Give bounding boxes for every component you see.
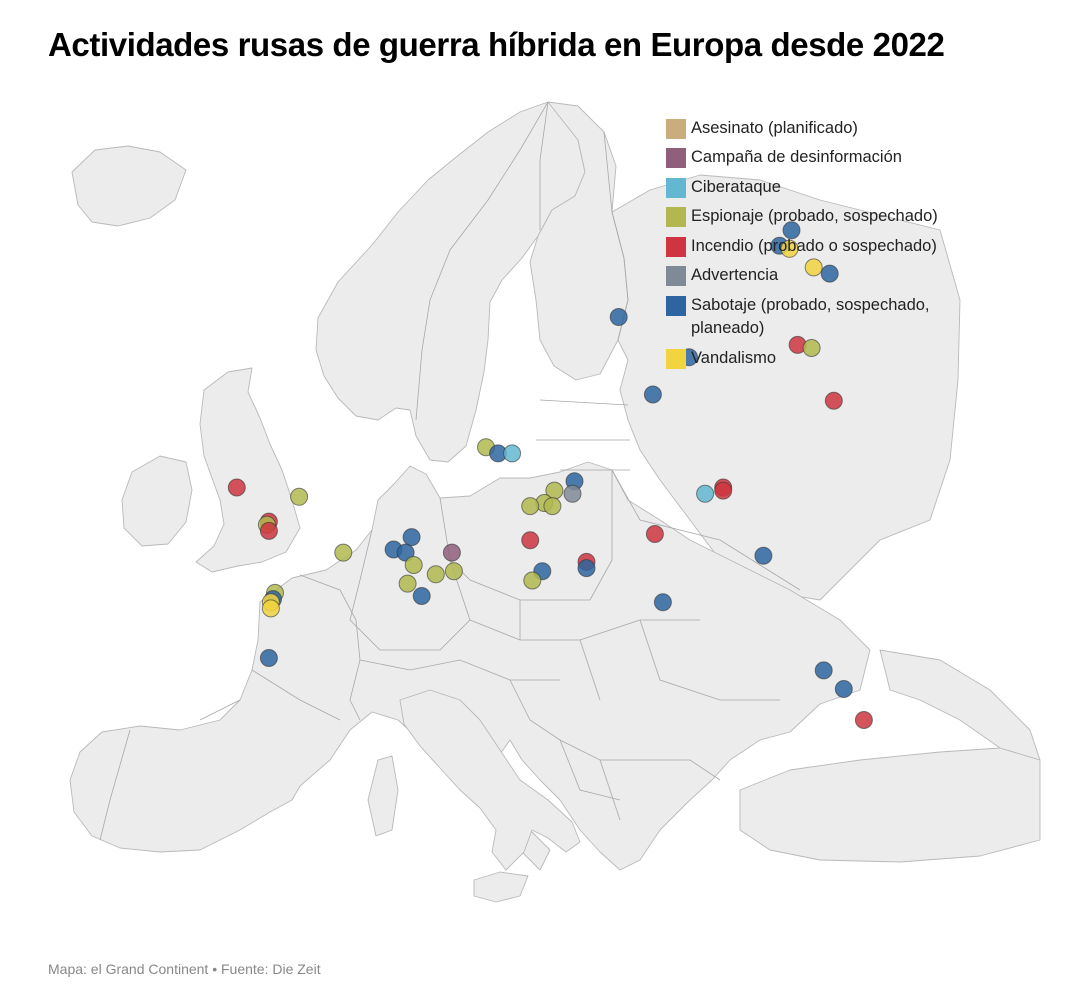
event-marker-sabotaje bbox=[814, 661, 833, 680]
border-central bbox=[469, 600, 780, 701]
sicily bbox=[473, 871, 529, 903]
event-marker-sabotaje bbox=[834, 680, 853, 698]
event-marker-sabotaje bbox=[402, 528, 421, 547]
legend-swatch bbox=[666, 295, 686, 316]
legend-swatch bbox=[666, 119, 686, 139]
event-marker-desinformacion bbox=[442, 543, 461, 562]
event-marker-incendio bbox=[645, 525, 664, 543]
event-marker-vandalismo bbox=[804, 258, 823, 277]
page-title: Actividades rusas de guerra híbrida en E… bbox=[48, 26, 945, 63]
caucasus bbox=[879, 649, 1041, 761]
event-marker-incendio bbox=[824, 391, 843, 410]
event-marker-sabotaje bbox=[782, 221, 801, 240]
event-marker-espionaje bbox=[543, 497, 562, 516]
event-marker-vandalismo bbox=[261, 599, 280, 618]
legend-swatch bbox=[666, 177, 686, 198]
event-marker-incendio bbox=[259, 521, 278, 540]
legend-label: Advertencia bbox=[691, 266, 779, 285]
event-marker-espionaje bbox=[802, 339, 821, 357]
event-marker-incendio bbox=[714, 481, 733, 500]
event-marker-ciberataque bbox=[696, 484, 715, 503]
event-marker-incendio bbox=[227, 478, 246, 497]
country-borders bbox=[99, 101, 801, 841]
legend-swatch bbox=[666, 236, 686, 257]
event-marker-sabotaje bbox=[259, 649, 278, 667]
event-marker-espionaje bbox=[521, 497, 540, 516]
border-france bbox=[251, 574, 361, 721]
legend-item-advertencia: Advertencia bbox=[666, 264, 986, 288]
event-marker-espionaje bbox=[426, 565, 445, 584]
border-norway-sweden bbox=[415, 101, 549, 421]
border-belarus-ukraine bbox=[611, 469, 801, 591]
source-credit: Mapa: el Grand Continent • Fuente: Die Z… bbox=[48, 961, 321, 977]
event-marker-incendio bbox=[854, 711, 873, 729]
great-britain bbox=[195, 367, 301, 573]
continental-europe bbox=[69, 461, 871, 871]
legend-item-espionaje: Espionaje (probado, sospechado) bbox=[666, 205, 986, 229]
legend-swatch bbox=[666, 266, 686, 287]
legend-label: Asesinato (planificado) bbox=[691, 119, 858, 137]
legend-item-ciberataque: Ciberataque bbox=[666, 176, 986, 200]
finland bbox=[529, 101, 629, 381]
event-marker-sabotaje bbox=[412, 587, 431, 605]
border-iberia bbox=[99, 699, 241, 841]
scandinavia bbox=[315, 101, 586, 463]
legend-item-asesinato: Asesinato (planificado) bbox=[666, 117, 986, 141]
legend-label: Vandalismo bbox=[691, 348, 776, 367]
border-baltics bbox=[536, 399, 630, 471]
landmass bbox=[69, 101, 1041, 903]
event-marker-sabotaje bbox=[577, 559, 596, 578]
legend-label: Incendio (probado o sospechado) bbox=[691, 236, 937, 255]
event-marker-espionaje bbox=[444, 562, 463, 581]
event-marker-sabotaje bbox=[643, 385, 662, 404]
border-balkans bbox=[509, 679, 721, 821]
event-marker-espionaje bbox=[290, 487, 309, 506]
legend-swatch bbox=[666, 148, 686, 169]
event-marker-espionaje bbox=[398, 574, 417, 593]
iceland bbox=[71, 145, 187, 227]
event-marker-espionaje bbox=[523, 571, 542, 590]
legend-label: Sabotaje (probado, sospechado, planeado) bbox=[691, 295, 930, 338]
event-marker-sabotaje bbox=[653, 593, 672, 612]
border-sweden-finland bbox=[539, 101, 549, 230]
legend-swatch bbox=[666, 207, 686, 228]
ireland bbox=[121, 455, 193, 547]
legend-item-desinformacion: Campaña de desinformación bbox=[666, 146, 986, 170]
event-markers bbox=[227, 221, 873, 729]
event-marker-ciberataque bbox=[503, 444, 522, 463]
legend-item-vandalismo: Vandalismo bbox=[666, 347, 986, 371]
event-marker-advertencia bbox=[563, 484, 582, 503]
legend-label: Campaña de desinformación bbox=[691, 148, 902, 167]
event-marker-vandalismo bbox=[780, 239, 799, 258]
event-marker-espionaje bbox=[404, 556, 423, 574]
legend-label: Espionaje (probado, sospechado) bbox=[691, 207, 938, 226]
event-marker-espionaje bbox=[334, 543, 353, 562]
event-marker-sabotaje bbox=[609, 308, 628, 326]
sardinia bbox=[367, 755, 399, 837]
turkey bbox=[739, 747, 1041, 863]
legend-label: Ciberataque bbox=[691, 177, 781, 196]
event-marker-sabotaje bbox=[820, 264, 839, 283]
legend: Asesinato (planificado) Campaña de desinf… bbox=[666, 117, 986, 376]
event-marker-incendio bbox=[521, 531, 540, 550]
border-alps bbox=[359, 659, 560, 681]
italy bbox=[399, 689, 581, 871]
legend-swatch bbox=[666, 348, 686, 369]
legend-item-sabotaje: Sabotaje (probado, sospechado, planeado) bbox=[666, 294, 986, 342]
event-marker-sabotaje bbox=[754, 546, 773, 565]
legend-item-incendio: Incendio (probado o sospechado) bbox=[666, 235, 986, 259]
